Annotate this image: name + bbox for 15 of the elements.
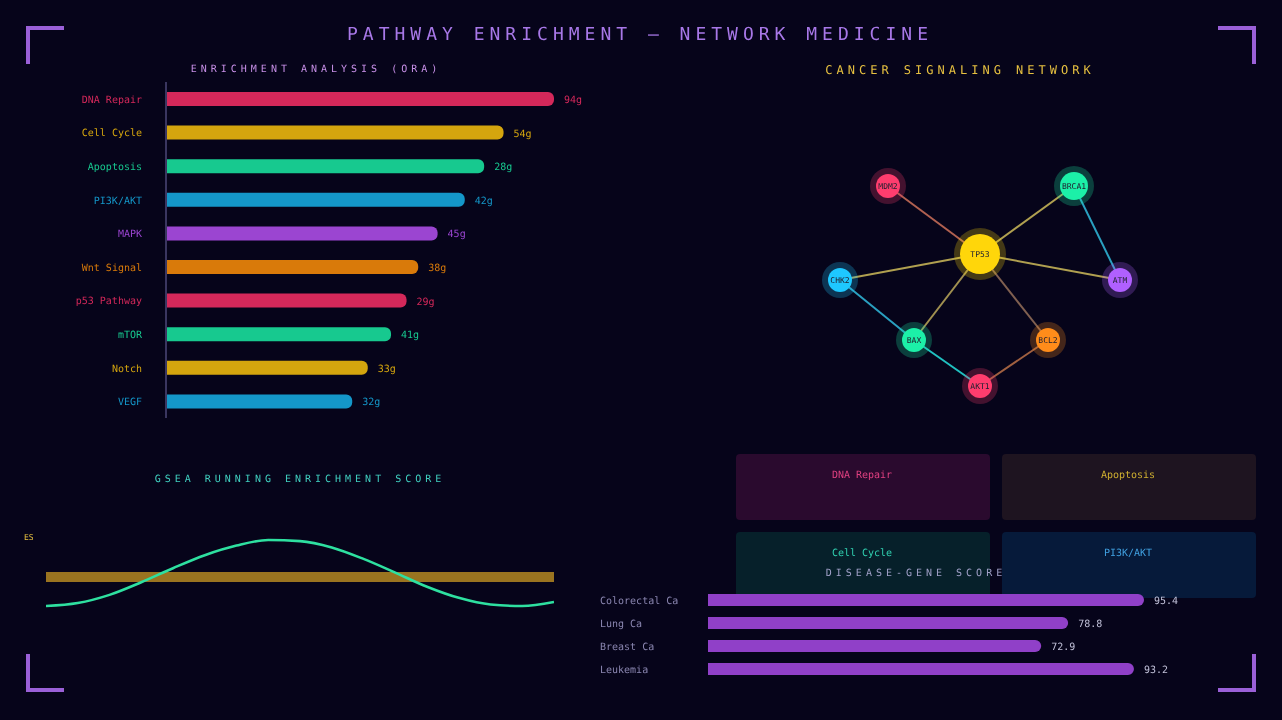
bar [708, 640, 1042, 652]
bar [708, 617, 1069, 629]
bar [166, 192, 465, 207]
bar [708, 663, 1134, 675]
bar [166, 394, 353, 409]
bar [708, 594, 1144, 606]
bar [166, 327, 392, 342]
bar [166, 125, 504, 140]
bar [166, 293, 407, 308]
bar [166, 159, 485, 174]
bar [166, 226, 438, 241]
text: PATHWAY ENRICHMENT — NETWORK MEDICINE [345, 26, 935, 46]
bar [166, 360, 368, 375]
bar [166, 260, 419, 274]
bar [166, 92, 554, 106]
